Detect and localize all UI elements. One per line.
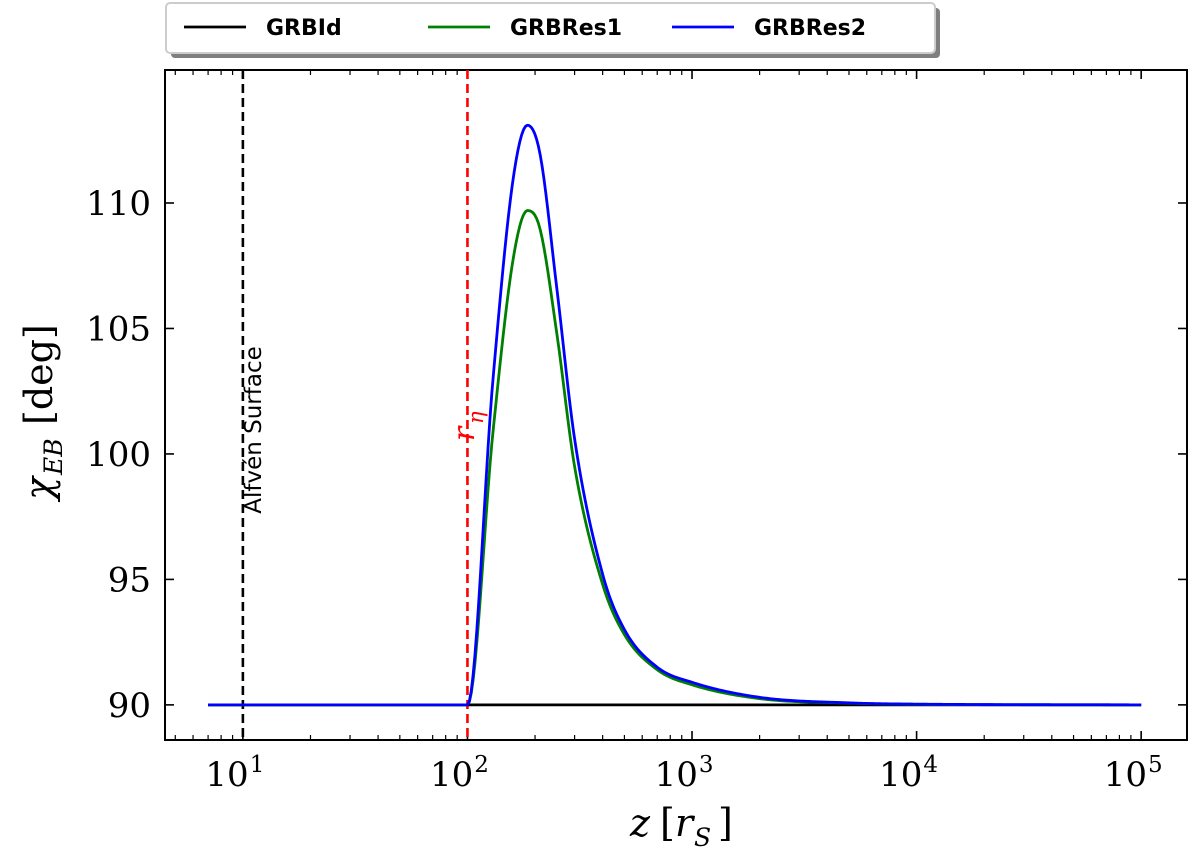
- x-axis-label-subscript: S: [694, 823, 711, 852]
- x-axis-label-r: r: [675, 801, 696, 845]
- x-axis-label-close: ]: [718, 801, 733, 845]
- legend-label-grbid: GRBId: [266, 16, 342, 41]
- x-tick-label: 101: [205, 752, 264, 795]
- y-axis-label-subscript: EB: [39, 438, 68, 476]
- y-tick-label: 105: [86, 309, 151, 349]
- r-eta-label: r η: [447, 411, 488, 441]
- series-line-grbres2: [208, 123, 1142, 707]
- x-axis-label-open: [: [660, 801, 675, 845]
- legend: GRBId GRBRes1 GRBRes2: [165, 2, 940, 58]
- legend-box: [165, 2, 936, 54]
- legend-items: GRBId GRBRes1 GRBRes2: [184, 16, 866, 41]
- y-tick-label: 95: [108, 560, 151, 600]
- series-lines: [208, 123, 1142, 707]
- series-line-grbres1: [208, 209, 1142, 707]
- tick-labels: 90 95 100 105 110 101 102 103 104 105: [86, 184, 1163, 795]
- r-eta-subscript: η: [464, 411, 488, 424]
- x-tick-label: 104: [879, 752, 938, 795]
- y-axis-label: χ EB [deg]: [17, 324, 68, 503]
- legend-label-grbres1: GRBRes1: [510, 16, 622, 41]
- r-eta-main: r: [447, 425, 482, 441]
- x-tick-label: 105: [1104, 752, 1163, 795]
- y-axis-label-chi: χ: [17, 475, 61, 503]
- x-tick-label: 103: [655, 752, 714, 795]
- plot-frame: [164, 69, 1188, 741]
- y-tick-label: 110: [86, 184, 151, 224]
- y-tick-label: 90: [108, 686, 151, 726]
- reference-lines: [241, 70, 469, 740]
- x-tick-label: 102: [430, 752, 489, 795]
- axis-ticks: [165, 70, 1187, 740]
- y-tick-label: 100: [86, 435, 151, 475]
- x-axis-label: z [ r S ]: [629, 801, 733, 852]
- legend-label-grbres2: GRBRes2: [754, 16, 866, 41]
- x-axis-label-z: z: [629, 801, 651, 845]
- alfven-surface-label: Alfvén Surface: [241, 346, 267, 514]
- y-axis-label-unit: [deg]: [17, 324, 61, 425]
